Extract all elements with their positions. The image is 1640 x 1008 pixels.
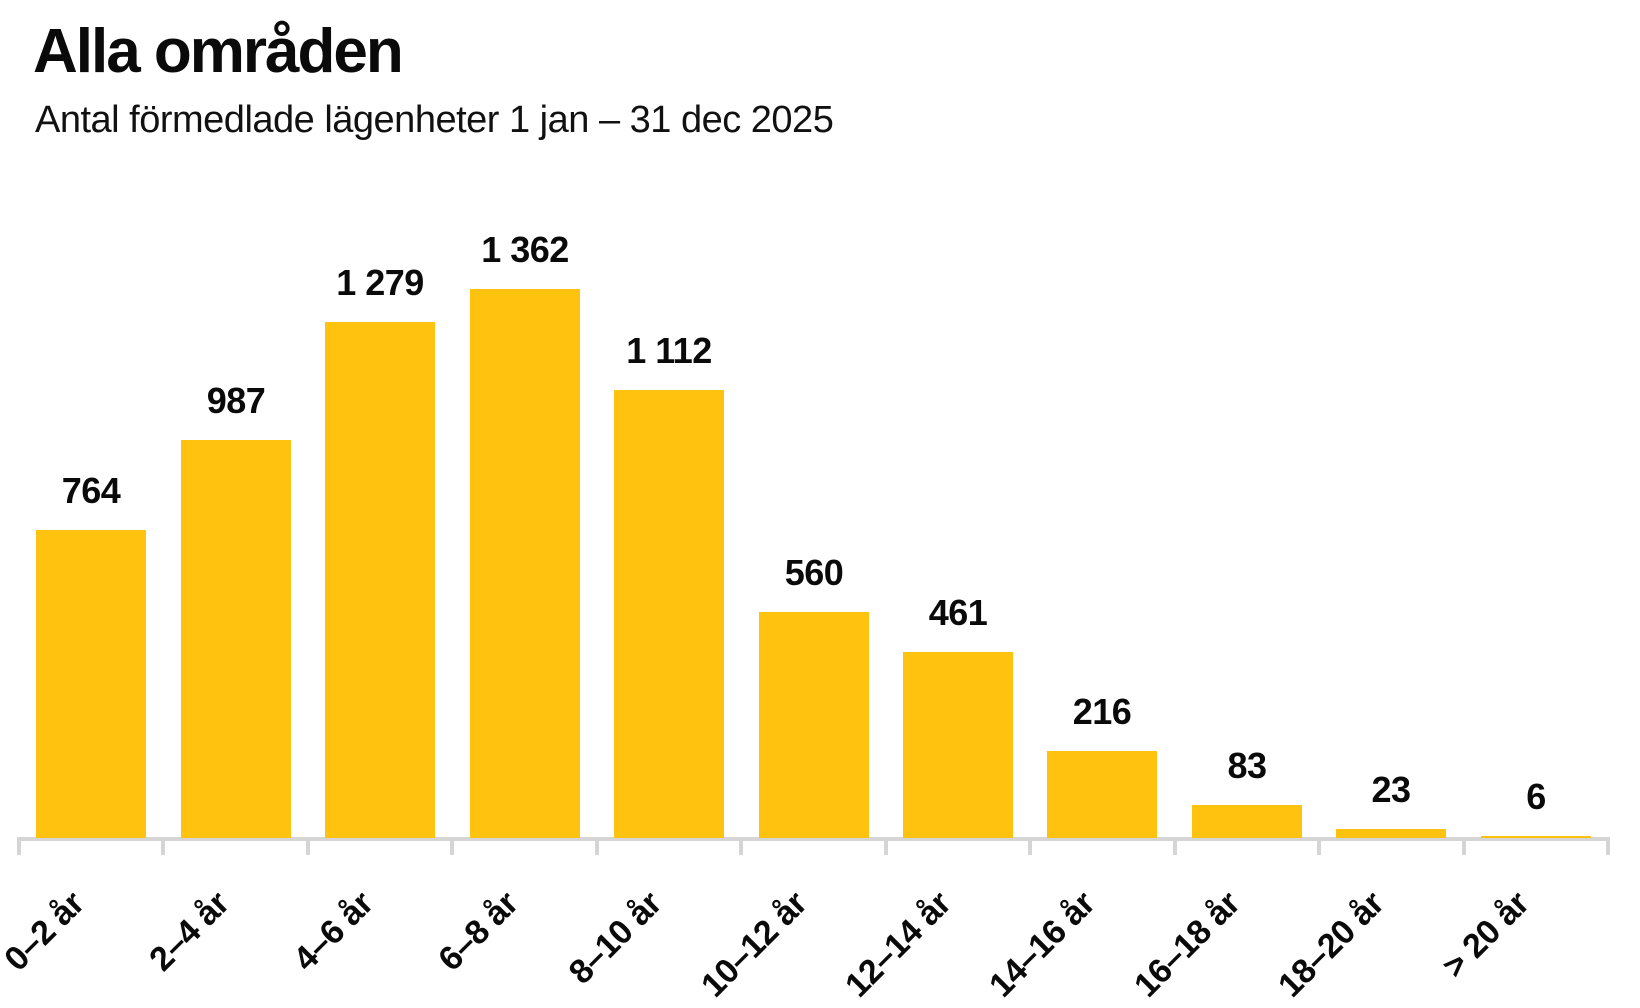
bar-value-label: 1 112 [626,330,712,371]
bar-value-label: 1 362 [481,229,569,270]
x-axis-tick [306,837,310,855]
x-axis-tick [161,837,165,855]
x-axis-label: 18–20 år [1270,884,1392,1005]
x-axis-label: 12–14 år [837,884,959,1005]
bar-value-label: 216 [1072,691,1132,732]
x-axis-label: 4–6 år [285,884,381,979]
bar-value-label: 23 [1371,769,1411,810]
bar [181,440,291,838]
bar-value-label: 764 [61,470,121,511]
bar [1336,829,1446,838]
x-axis-label: 8–10 år [561,884,670,992]
bar [36,530,146,838]
bar [1047,751,1157,838]
bar [470,289,580,838]
x-axis-tick [884,837,888,855]
x-axis-label: > 20 år [1434,884,1537,986]
x-axis-label: 6–8 år [430,884,526,979]
bar-value-label: 83 [1227,745,1267,786]
bar [1192,805,1302,838]
x-axis-tick [1317,837,1321,855]
x-axis-label: 2–4 år [141,884,237,979]
bar [325,322,435,838]
x-axis-tick [1028,837,1032,855]
bar-value-label: 987 [206,380,266,421]
chart-subtitle: Antal förmedlade lägenheter 1 jan – 31 d… [35,99,834,141]
bar-value-label: 461 [928,592,988,633]
x-axis-label: 10–12 år [693,884,815,1005]
x-axis-tick [1606,837,1610,855]
x-axis-tick [1173,837,1177,855]
bar-value-label: 6 [1526,776,1546,817]
bar [903,652,1013,838]
x-axis-label: 14–16 år [981,884,1103,1005]
x-axis-label: 0–2 år [0,884,92,979]
x-axis-tick [17,837,21,855]
x-axis-tick [1462,837,1466,855]
x-axis-tick [739,837,743,855]
x-axis-tick [595,837,599,855]
bar-value-label: 1 279 [336,262,424,303]
bar [614,390,724,838]
x-axis-tick [450,837,454,855]
bar [1481,836,1591,838]
x-axis-line [19,837,1608,841]
bar [759,612,869,838]
x-axis-label: 16–18 år [1126,884,1248,1005]
bar-value-label: 560 [784,552,844,593]
chart-title: Alla områden [33,17,404,86]
